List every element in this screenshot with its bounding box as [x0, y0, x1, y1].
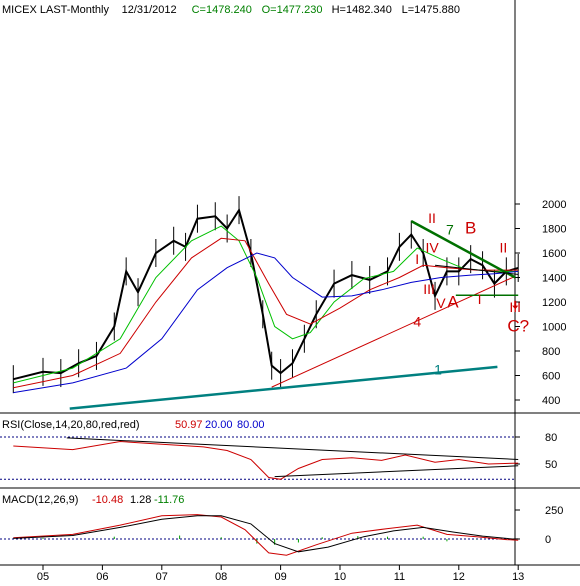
y-tick-label: 1400 — [542, 273, 566, 285]
y-tick-label: 1600 — [542, 248, 566, 260]
wave-b-line — [410, 220, 516, 279]
header-text: MICEX LAST-Monthly — [2, 4, 109, 16]
x-tick-label: 07 — [156, 571, 168, 583]
macd-v2: 1.28 — [130, 494, 151, 506]
wave-label: I — [415, 251, 419, 267]
wave-label: B — [465, 218, 476, 237]
wave-label: III — [423, 281, 435, 297]
y-tick-label: 1800 — [542, 224, 566, 236]
moving-average-line — [13, 237, 519, 389]
moving-average-line — [13, 252, 519, 394]
rsi-support — [274, 465, 519, 478]
macd-line — [13, 514, 519, 556]
x-tick-label: 13 — [512, 571, 524, 583]
trendline-1 — [69, 365, 498, 410]
x-tick-label: 12 — [453, 571, 465, 583]
rsi-high: 80.00 — [237, 419, 265, 431]
rsi-value: 50.97 — [175, 419, 203, 431]
macd-v1: -10.48 — [92, 494, 123, 506]
moving-average-line — [13, 225, 519, 384]
wave-label: 7 — [446, 222, 454, 238]
rsi-low: 20.00 — [205, 419, 233, 431]
x-tick-label: 09 — [274, 571, 286, 583]
wave-label: 1 — [434, 361, 442, 377]
header-text: H=1482.340 — [332, 4, 392, 16]
y-tick-label: 400 — [542, 395, 560, 407]
arrow-head — [512, 305, 519, 310]
rsi-line — [13, 440, 519, 480]
macd-line — [13, 515, 519, 553]
macd-tick-label: 0 — [545, 534, 551, 546]
wave-label: V — [436, 295, 446, 311]
macd-tick-label: 250 — [545, 505, 563, 517]
x-tick-label: 10 — [334, 571, 346, 583]
x-tick-label: 08 — [215, 571, 227, 583]
wave-label: II — [499, 239, 507, 255]
header-text: C=1478.240 — [192, 4, 252, 16]
channel-line — [434, 264, 519, 275]
y-tick-label: 600 — [542, 371, 560, 383]
macd-v3: -11.76 — [154, 494, 184, 506]
wave-label: 4 — [413, 314, 421, 330]
rsi-tick-label: 50 — [545, 459, 557, 471]
header-text: L=1475.880 — [402, 4, 460, 16]
wave-label: C? — [507, 316, 529, 335]
wave-label: IV — [425, 239, 439, 255]
header-text: 12/31/2012 — [122, 4, 177, 16]
x-tick-label: 05 — [37, 571, 49, 583]
wave-label: A — [447, 293, 459, 312]
wave-label: I — [478, 291, 482, 307]
rsi-tick-label: 80 — [545, 432, 557, 444]
macd-label: MACD(12,26,9) — [2, 494, 78, 506]
y-tick-label: 1000 — [542, 322, 566, 334]
header-text: O=1477.230 — [262, 4, 323, 16]
y-tick-label: 2000 — [542, 199, 566, 211]
y-tick-label: 800 — [542, 346, 560, 358]
wave-label: II — [428, 210, 436, 226]
x-tick-label: 06 — [96, 571, 108, 583]
wave-label: III — [509, 299, 521, 315]
rsi-resistance — [66, 437, 519, 460]
rsi-label: RSI(Close,14,20,80,red,red) — [2, 419, 140, 431]
x-tick-label: 11 — [394, 571, 405, 583]
y-tick-label: 1200 — [542, 297, 566, 309]
